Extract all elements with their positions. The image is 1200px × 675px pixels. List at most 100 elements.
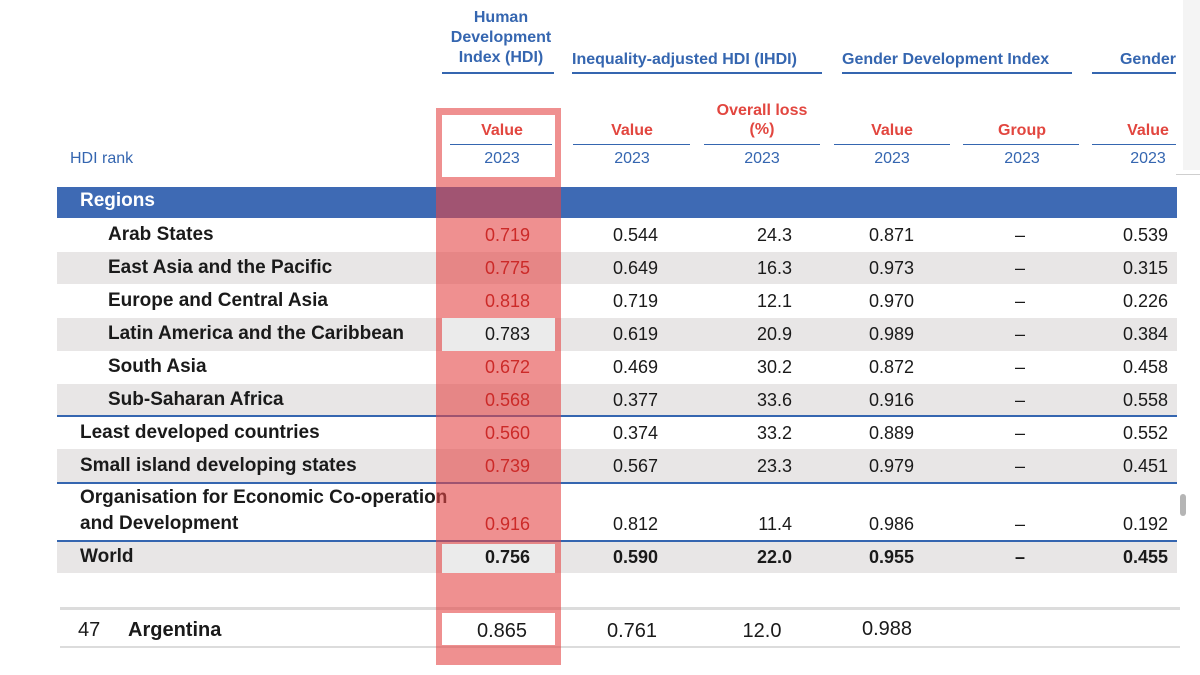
cell-ihdi: 0.567 [612, 456, 658, 476]
cell-ihdi: 0.544 [612, 225, 658, 245]
cell-loss: 20.9 [756, 324, 792, 344]
cell-gii: 0.455 [1122, 547, 1168, 567]
cell-group: – [1014, 547, 1025, 567]
gii-value-header: Value [1127, 122, 1169, 139]
cell-hdi: 0.560 [484, 423, 530, 443]
row-label: Sub-Saharan Africa [108, 389, 284, 410]
ihdi-group-title: Inequality-adjusted HDI (IHDI) [572, 50, 822, 74]
gdi-group-title: Gender Development Index [842, 50, 1072, 74]
gdi-value-rule [834, 144, 950, 145]
hdi-column-highlight [436, 108, 561, 665]
regions-label: Regions [80, 190, 155, 211]
hdi-value-header-front: Value [481, 122, 523, 139]
cell-group: – [1014, 357, 1025, 377]
cell-hdi: 0.783 [484, 324, 530, 344]
row-label: East Asia and the Pacific [108, 257, 333, 278]
cell-loss: 23.3 [756, 456, 792, 476]
gii-year: 2023 [1130, 150, 1166, 167]
cell-gii: 0.192 [1122, 514, 1168, 534]
row-label: Small island developing states [80, 455, 357, 476]
divider [60, 607, 1180, 610]
cell-gii: 0.384 [1122, 324, 1168, 344]
row-bg [57, 384, 1177, 415]
cell-hdi: 0.739 [484, 456, 530, 476]
ihdi-year: 2023 [614, 150, 650, 167]
argentina-name: Argentina [128, 619, 222, 641]
cell-gii: 0.558 [1122, 390, 1168, 410]
cell-group: – [1014, 514, 1025, 534]
argentina-ihdi: 0.761 [606, 620, 658, 642]
loss-year: 2023 [744, 150, 780, 167]
cell-loss: 30.2 [756, 357, 792, 377]
divider [57, 482, 1177, 484]
gii-value-rule [1092, 144, 1176, 145]
row-label: Arab States [108, 224, 214, 245]
edge-line [1176, 174, 1200, 175]
gdi-group-rule [963, 144, 1079, 145]
cell-group: – [1014, 291, 1025, 311]
hdi-group-rule [442, 72, 554, 74]
cell-loss: 24.3 [756, 225, 792, 245]
cell-ihdi: 0.812 [612, 514, 658, 534]
cell-gdi: 0.955 [868, 547, 914, 567]
cell-group: – [1014, 225, 1025, 245]
cell-ihdi: 0.374 [612, 423, 658, 443]
cell-gii: 0.226 [1122, 291, 1168, 311]
overall-loss-header: Overall loss (%) [716, 102, 808, 138]
cell-gdi: 0.872 [868, 357, 914, 377]
argentina-rank: 47 [78, 619, 101, 641]
argentina-loss: 12.0 [742, 620, 782, 642]
divider [57, 540, 1177, 542]
edge-strip [1183, 0, 1200, 170]
cell-gdi: 0.986 [868, 514, 914, 534]
divider [57, 415, 1177, 417]
ihdi-value-header: Value [611, 122, 653, 139]
cell-loss: 22.0 [756, 547, 792, 567]
cell-ihdi: 0.469 [612, 357, 658, 377]
hdi-argentina-box [442, 613, 555, 645]
row-label: and Development [80, 513, 239, 534]
row-label: Least developed countries [80, 422, 320, 443]
cell-loss: 33.6 [756, 390, 792, 410]
cell-gdi: 0.979 [868, 456, 914, 476]
cell-group: – [1014, 456, 1025, 476]
cell-hdi: 0.818 [484, 291, 530, 311]
row-label: Organisation for Economic Co-operation [80, 487, 448, 508]
cell-group: – [1014, 258, 1025, 278]
cell-gii: 0.451 [1122, 456, 1168, 476]
cell-gii: 0.539 [1122, 225, 1168, 245]
cell-hdi: 0.756 [484, 547, 530, 567]
cell-group: – [1014, 390, 1025, 410]
ihdi-value-rule [573, 144, 690, 145]
cell-ihdi: 0.719 [612, 291, 658, 311]
gdi-year: 2023 [874, 150, 910, 167]
hdi-group-title: Human Development Index (HDI) [450, 9, 552, 66]
group-year: 2023 [1004, 150, 1040, 167]
cell-gdi: 0.973 [868, 258, 914, 278]
cell-gdi: 0.916 [868, 390, 914, 410]
row-bg [57, 449, 1177, 482]
cell-ihdi: 0.377 [612, 390, 658, 410]
cell-loss: 16.3 [756, 258, 792, 278]
cell-loss: 12.1 [756, 291, 792, 311]
row-label-world: World [80, 546, 134, 567]
cell-gdi: 0.889 [868, 423, 914, 443]
cell-hdi: 0.672 [484, 357, 530, 377]
cell-group: – [1014, 423, 1025, 443]
cell-gii: 0.552 [1122, 423, 1168, 443]
cell-loss: 33.2 [756, 423, 792, 443]
row-label: South Asia [108, 356, 207, 377]
argentina-gdi: 0.988 [862, 618, 913, 640]
row-bg [57, 542, 1177, 573]
cell-ihdi: 0.590 [612, 547, 658, 567]
gii-group-title: Gender [1092, 50, 1176, 74]
scroll-handle[interactable] [1180, 494, 1186, 516]
hdi-year-front: 2023 [484, 150, 520, 167]
cell-gii: 0.315 [1122, 258, 1168, 278]
divider [60, 646, 1180, 648]
cell-ihdi: 0.619 [612, 324, 658, 344]
cell-hdi: 0.719 [484, 225, 530, 245]
loss-rule [704, 144, 820, 145]
regions-band [57, 187, 1177, 218]
cell-gii: 0.458 [1122, 357, 1168, 377]
